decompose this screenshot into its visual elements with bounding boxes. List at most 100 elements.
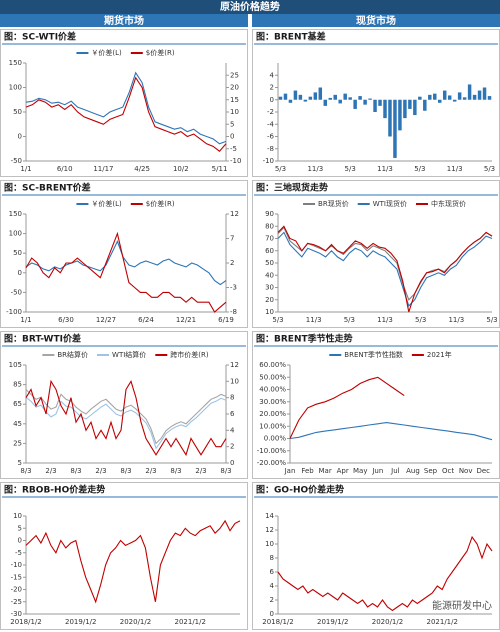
x-tick-label: 2019/1/2 xyxy=(65,618,96,626)
y-tick-label: 2 xyxy=(270,596,274,604)
bar xyxy=(383,99,387,119)
series-line xyxy=(25,76,227,152)
y-tick-label: -10 xyxy=(263,157,274,165)
y-tick-label: -2 xyxy=(267,108,274,116)
x-tick-label: 2/3 xyxy=(45,467,56,475)
bar xyxy=(378,99,382,106)
x-tick-label: 11/17 xyxy=(93,165,113,173)
x-tick-label: 12/21 xyxy=(176,316,196,324)
bar xyxy=(457,92,462,100)
bar xyxy=(328,97,332,100)
y-tick-label: -8 xyxy=(267,145,274,153)
y-tick-label: 45 xyxy=(13,420,22,428)
series-line xyxy=(289,376,405,439)
bar xyxy=(462,97,467,100)
legend-label: 跨市价差(R) xyxy=(170,350,209,359)
y-tick-label: 80 xyxy=(265,222,274,230)
y-tick-label: 20.00% xyxy=(259,410,286,418)
panel-title: 图：BRENT基差 xyxy=(256,31,326,43)
y-tick-label: 25 xyxy=(13,439,22,447)
x-tick-label: 5/3 xyxy=(275,165,286,173)
x-tick-label: 6/10 xyxy=(57,165,73,173)
legend-label: ￥价差(L) xyxy=(91,199,122,208)
y-tick-label: -8 xyxy=(230,308,237,316)
panel-title: 图：SC-BRENT价差 xyxy=(4,182,91,194)
y-tick-label: 10.00% xyxy=(259,422,286,430)
y-tick-label: 0.00% xyxy=(264,435,287,443)
bar xyxy=(477,90,482,100)
left-bar xyxy=(0,14,248,27)
y-tick-label: 5 xyxy=(18,524,22,532)
bar xyxy=(363,99,367,105)
bar xyxy=(403,99,407,119)
y-tick-label: 12 xyxy=(230,361,239,369)
panel-title: 图：三地现货走势 xyxy=(256,182,328,194)
y-tick-label: 0 xyxy=(18,269,22,277)
section-title: 现货市场 xyxy=(356,14,396,27)
legend-label: WTI现货价 xyxy=(373,199,407,208)
y-tick-label: 100 xyxy=(9,230,22,238)
x-tick-label: Mar xyxy=(319,467,332,475)
x-tick-label: 2020/1/2 xyxy=(372,618,403,626)
y-tick-label: 4 xyxy=(270,582,275,590)
bar xyxy=(298,94,303,100)
y-tick-label: 0 xyxy=(230,459,234,467)
bar xyxy=(467,84,472,100)
y-tick-label: 0 xyxy=(230,133,234,141)
x-tick-label: 8/3 xyxy=(20,467,31,475)
bar xyxy=(288,99,293,103)
series-line xyxy=(25,389,227,445)
y-tick-label: 0 xyxy=(18,133,22,141)
y-tick-label: 105 xyxy=(9,361,22,369)
page-title: 原油价格趋势 xyxy=(220,0,280,13)
bar xyxy=(283,93,288,100)
y-tick-label: -3 xyxy=(230,284,237,292)
bar xyxy=(308,96,313,100)
bar xyxy=(452,99,457,102)
y-tick-label: 5 xyxy=(18,459,22,467)
legend-label: $价差(R) xyxy=(146,48,175,57)
y-tick-label: 150 xyxy=(9,210,22,218)
x-tick-label: 5/3 xyxy=(486,316,497,324)
bar xyxy=(388,99,392,137)
x-tick-label: 4/25 xyxy=(134,165,150,173)
bar xyxy=(433,93,437,100)
title-bar xyxy=(0,0,500,14)
bar xyxy=(398,99,402,131)
watermark: 能源研发中心 xyxy=(432,599,492,612)
bar xyxy=(413,99,417,116)
y-tick-label: 0 xyxy=(270,96,274,104)
y-tick-label: 70 xyxy=(265,235,274,243)
y-tick-label: 40.00% xyxy=(259,386,286,394)
y-tick-label: -15 xyxy=(11,573,22,581)
x-tick-label: 11/3 xyxy=(306,316,322,324)
bar xyxy=(373,99,377,112)
right-bar xyxy=(252,14,500,27)
series-line xyxy=(277,535,493,612)
panel-title: 图：SC-WTI价差 xyxy=(4,31,76,43)
x-tick-label: 2/3 xyxy=(95,467,106,475)
x-tick-label: 8/3 xyxy=(120,467,131,475)
y-tick-label: 15 xyxy=(230,96,239,104)
bar xyxy=(353,99,357,109)
y-tick-label: 14 xyxy=(265,512,274,520)
legend-label: BRENT季节性指数 xyxy=(344,350,403,359)
series-line xyxy=(25,71,227,145)
y-tick-label: -50 xyxy=(11,157,22,165)
x-tick-label: 2021/1/2 xyxy=(175,618,206,626)
x-tick-label: 8/3 xyxy=(170,467,181,475)
y-tick-label: -4 xyxy=(267,120,275,128)
bar xyxy=(343,93,347,100)
series-line xyxy=(289,422,493,441)
x-tick-label: 11/3 xyxy=(307,165,323,173)
y-tick-label: 60.00% xyxy=(259,361,286,369)
y-tick-label: 85 xyxy=(13,381,22,389)
x-tick-label: 12/27 xyxy=(96,316,116,324)
x-tick-label: Nov xyxy=(459,467,473,475)
y-tick-label: 40 xyxy=(265,271,274,279)
x-tick-label: 2/3 xyxy=(195,467,206,475)
x-tick-label: 5/3 xyxy=(415,316,426,324)
x-tick-label: Jul xyxy=(390,467,400,475)
bar xyxy=(447,95,452,100)
